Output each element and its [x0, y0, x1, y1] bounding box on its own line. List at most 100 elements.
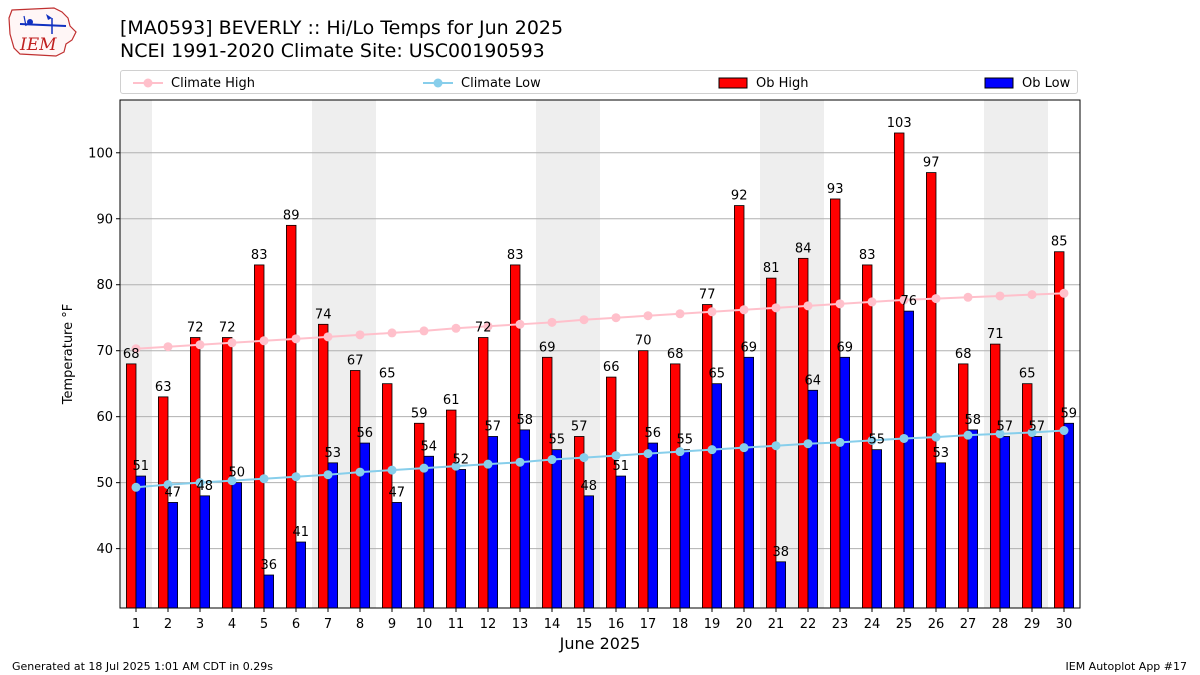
ob-high-bar [606, 376, 617, 609]
ob-low-data-label: 55 [869, 433, 886, 448]
ob-high-bar [798, 257, 809, 609]
x-tick-label: 24 [864, 617, 881, 632]
ob-low-bar [1031, 436, 1043, 609]
ob-low-data-label: 76 [901, 294, 918, 309]
ob-low-bar [231, 482, 243, 609]
climate-high-point [739, 305, 749, 315]
ob-low-data-label: 48 [197, 479, 214, 494]
ob-high-data-label: 89 [283, 208, 300, 223]
x-tick-label: 2 [164, 617, 172, 632]
ob-high-data-label: 85 [1051, 235, 1068, 250]
ob-low-data-label: 58 [517, 413, 534, 428]
ob-high-data-label: 68 [955, 347, 972, 362]
ob-low-bar [1063, 422, 1075, 609]
climate-high-point [355, 330, 365, 340]
ob-low-bar [519, 429, 531, 609]
climate-high-line-icon [133, 78, 163, 88]
x-tick-label: 29 [1024, 617, 1041, 632]
ob-low-data-label: 56 [357, 426, 374, 441]
ob-high-data-label: 72 [219, 321, 236, 336]
ob-high-bar [958, 363, 969, 609]
ob-low-data-label: 53 [325, 446, 342, 461]
climate-high-point [579, 315, 589, 325]
x-tick-label: 3 [196, 617, 204, 632]
ob-low-bar [679, 449, 691, 609]
ob-low-bar [775, 561, 787, 609]
ob-high-bar [830, 198, 841, 609]
x-tick-label: 11 [448, 617, 465, 632]
legend-label-ob-low: Ob Low [1022, 75, 1071, 91]
ob-low-data-label: 65 [709, 367, 726, 382]
ob-high-data-label: 61 [443, 393, 460, 408]
x-tick-label: 4 [228, 617, 236, 632]
x-tick-label: 22 [800, 617, 817, 632]
climate-low-line-icon [423, 78, 453, 88]
climate-low-point [1027, 428, 1037, 438]
ob-high-bar [477, 337, 489, 609]
x-tick-label: 17 [640, 617, 657, 632]
ob-low-data-label: 64 [805, 373, 822, 388]
ob-low-data-label: 48 [581, 479, 598, 494]
x-axis-label: June 2025 [559, 634, 641, 653]
ob-high-data-label: 66 [603, 360, 620, 375]
ob-high-bar-icon [718, 77, 748, 89]
climate-low-point [899, 433, 909, 443]
climate-high-point [227, 338, 237, 348]
ob-high-data-label: 103 [887, 116, 912, 131]
ob-low-data-label: 41 [293, 525, 310, 540]
ob-low-bar [647, 442, 659, 609]
x-tick-label: 9 [388, 617, 396, 632]
ob-low-bar [935, 462, 947, 609]
ob-high-data-label: 68 [123, 347, 140, 362]
ob-high-bar [670, 363, 681, 609]
climate-high-point [163, 342, 173, 352]
ob-low-bar [295, 541, 307, 609]
ob-high-bar [445, 409, 457, 609]
y-tick-label: 70 [96, 344, 113, 359]
climate-low-point [611, 451, 621, 461]
x-tick-label: 16 [608, 617, 625, 632]
x-tick-label: 27 [960, 617, 977, 632]
climate-low-point [451, 461, 461, 471]
ob-high-data-label: 81 [763, 261, 780, 276]
climate-low-point [995, 429, 1005, 439]
y-tick-label: 40 [96, 542, 113, 557]
ob-low-bar [903, 310, 915, 609]
climate-low-point [259, 474, 269, 484]
climate-high-point [643, 311, 653, 321]
ob-low-bar [615, 475, 627, 609]
climate-low-point [739, 443, 749, 453]
climate-high-point [995, 291, 1005, 301]
ob-low-data-label: 57 [485, 419, 502, 434]
ob-low-bar [551, 449, 563, 609]
ob-low-bar [167, 502, 179, 609]
climate-low-line [135, 429, 1065, 489]
climate-low-point [163, 480, 173, 490]
ob-low-data-label: 58 [965, 413, 982, 428]
ob-high-data-label: 92 [731, 189, 748, 204]
ob-high-data-label: 74 [315, 307, 332, 322]
chart-legend: Climate High Climate Low Ob High Ob Low [120, 70, 1078, 94]
x-tick-label: 26 [928, 617, 945, 632]
climate-high-point [803, 301, 813, 311]
ob-low-bar [839, 356, 851, 609]
climate-high-point [547, 317, 557, 327]
ob-high-bar [285, 224, 297, 609]
ob-low-bar [583, 495, 595, 609]
x-tick-label: 7 [324, 617, 332, 632]
ob-high-bar [894, 132, 905, 609]
climate-high-point [259, 336, 269, 346]
ob-low-data-label: 36 [261, 558, 278, 573]
legend-label-ob-high: Ob High [756, 75, 809, 91]
y-tick-label: 50 [96, 476, 113, 491]
ob-high-bar [926, 172, 937, 609]
ob-high-bar [349, 370, 361, 609]
climate-high-point [771, 303, 781, 313]
ob-high-bar [702, 304, 713, 609]
ob-low-bar [135, 475, 147, 609]
iem-logo: IEM [6, 4, 82, 60]
ob-low-data-label: 56 [645, 426, 662, 441]
ob-low-bar [711, 383, 723, 609]
climate-low-point [675, 447, 685, 457]
plot-frame [119, 99, 1081, 609]
